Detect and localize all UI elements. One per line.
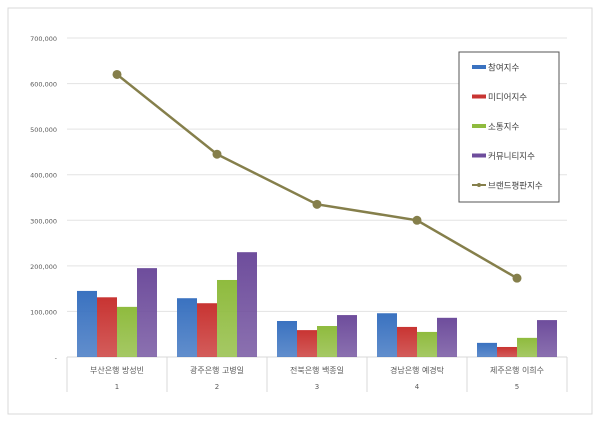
y-tick-label: - (55, 354, 58, 362)
legend-label: 미디어지수 (488, 92, 527, 103)
y-tick-label: 200,000 (30, 263, 57, 271)
y-tick-label: 600,000 (30, 81, 57, 89)
bar-소통지수 (317, 326, 337, 357)
bar-참여지수 (477, 342, 497, 357)
x-rank-label: 3 (315, 383, 319, 391)
bar-미디어지수 (197, 303, 217, 357)
bar-커뮤니티지수 (337, 315, 357, 357)
bar-소통지수 (217, 279, 237, 357)
bar-커뮤니티지수 (437, 317, 457, 357)
legend-swatch (472, 65, 486, 69)
bar-소통지수 (417, 331, 437, 357)
legend-marker (477, 183, 481, 187)
line-point (512, 273, 522, 283)
bar-소통지수 (117, 306, 137, 357)
bar-미디어지수 (397, 326, 417, 357)
x-tick-label: 경남은행 예경탁 (390, 365, 445, 375)
legend-swatch (472, 124, 486, 128)
bar-미디어지수 (297, 330, 317, 357)
bar-참여지수 (277, 320, 297, 357)
bar-미디어지수 (97, 297, 117, 357)
y-tick-label: 400,000 (30, 172, 57, 180)
legend-label: 브랜드평판지수 (488, 181, 543, 192)
bar-참여지수 (377, 313, 397, 357)
bar-참여지수 (177, 298, 197, 357)
x-rank-label: 5 (515, 383, 519, 391)
y-tick-label: 500,000 (30, 126, 57, 134)
bar-참여지수 (77, 290, 97, 357)
x-rank-label: 2 (215, 383, 219, 391)
line-point (312, 199, 322, 209)
x-rank-label: 4 (415, 383, 420, 391)
line-point (212, 149, 222, 159)
line-point (412, 215, 422, 225)
legend-label: 참여지수 (488, 63, 519, 74)
x-rank-label: 1 (115, 383, 119, 391)
y-tick-label: 700,000 (30, 35, 57, 43)
x-tick-label: 전북은행 백종일 (290, 365, 344, 375)
line-point (112, 69, 122, 79)
bar-커뮤니티지수 (237, 252, 257, 357)
x-tick-label: 광주은행 고병일 (190, 365, 244, 375)
bar-커뮤니티지수 (137, 268, 157, 357)
y-tick-label: 100,000 (30, 308, 57, 316)
legend-swatch (472, 94, 486, 99)
bar-커뮤니티지수 (537, 320, 557, 357)
y-tick-label: 300,000 (30, 217, 57, 225)
legend-label: 소통지수 (488, 123, 519, 133)
bar-소통지수 (517, 337, 537, 357)
legend-label: 커뮤니티지수 (488, 151, 535, 162)
bar-미디어지수 (497, 346, 517, 357)
x-tick-label: 부산은행 방성빈 (90, 365, 144, 375)
legend-swatch (472, 153, 486, 158)
x-tick-label: 제주은행 이희수 (490, 365, 544, 375)
